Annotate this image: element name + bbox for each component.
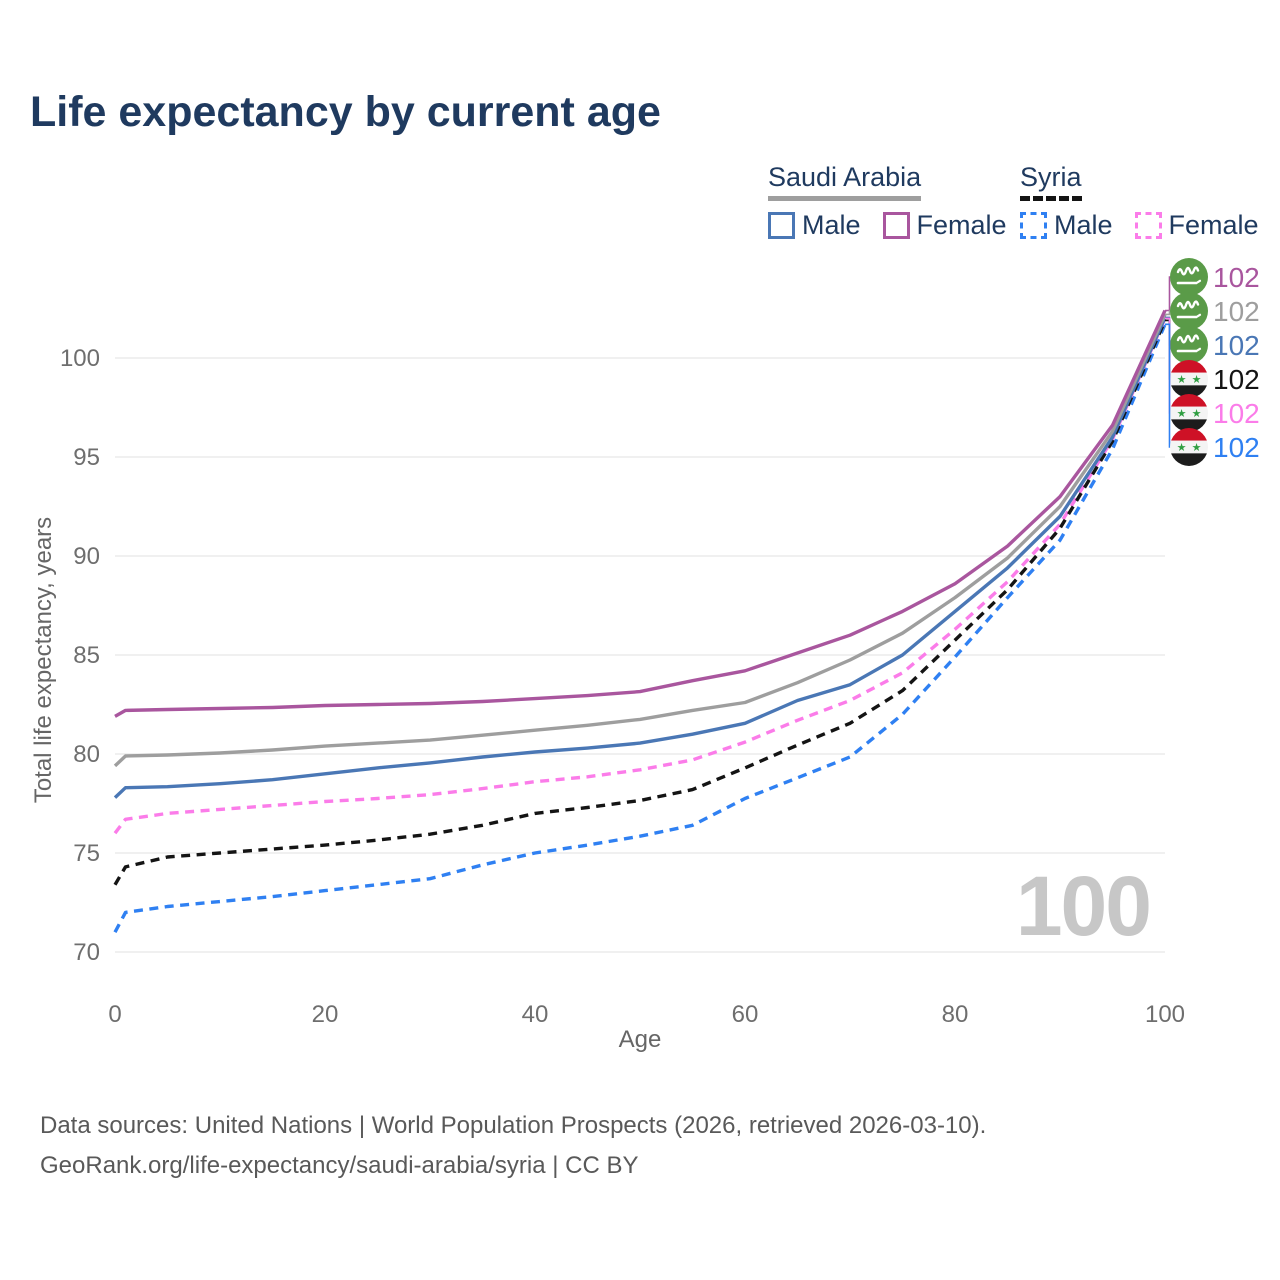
x-tick-label: 20: [312, 1001, 339, 1028]
legend-label: Male: [802, 210, 861, 240]
saudi-female-swatch-icon: [882, 212, 910, 239]
saudi-arabia-flag-icon: [1168, 324, 1210, 366]
series-line-syria-male[interactable]: [113, 323, 1167, 933]
age-counter-watermark: 100: [1015, 859, 1152, 953]
legend-item-syria-male[interactable]: Male: [1020, 210, 1113, 241]
legend-item-saudi-female[interactable]: Female: [882, 210, 1007, 241]
legend-item-syria-female[interactable]: Female: [1134, 210, 1259, 241]
end-value-label: 102: [1213, 432, 1260, 463]
series-line-saudi-arabia-female[interactable]: [114, 309, 1167, 718]
syria-female-swatch-icon: [1134, 212, 1162, 239]
y-tick-label: 100: [60, 345, 100, 372]
x-tick-label: 60: [732, 1001, 759, 1028]
x-tick-label: 0: [108, 1001, 121, 1028]
y-tick-label: 70: [73, 939, 100, 966]
legend-item-saudi-male[interactable]: Male: [768, 210, 861, 241]
page-title: Life expectancy by current age: [30, 88, 661, 136]
end-value-label: 102: [1213, 330, 1260, 361]
x-tick-label: 100: [1145, 1001, 1185, 1028]
y-tick-label: 90: [73, 543, 100, 570]
y-tick-label: 85: [73, 642, 100, 669]
syria-male-swatch-icon: [1020, 212, 1047, 239]
end-value-label: 102: [1213, 262, 1260, 293]
series-line-saudi-arabia-male[interactable]: [113, 316, 1167, 799]
footer-data-sources: Data sources: United Nations | World Pop…: [40, 1112, 987, 1139]
legend-group-syria: Syria Male Female: [1020, 162, 1259, 241]
x-axis-label: Age: [618, 1026, 662, 1053]
syria-flag-icon: [1170, 428, 1208, 466]
legend-label: Female: [916, 210, 1007, 240]
legend-row-syria: Male Female: [1020, 210, 1259, 241]
saudi-arabia-flag-icon: [1168, 290, 1210, 332]
legend-label: Female: [1168, 210, 1259, 240]
y-tick-label: 75: [73, 840, 100, 867]
legend-group-saudi-arabia: Saudi Arabia Male Female: [768, 162, 1007, 241]
syria-flag-icon: [1170, 360, 1208, 398]
series-line-saudi-arabia-both[interactable]: [113, 313, 1167, 768]
x-tick-label: 40: [522, 1001, 549, 1028]
legend-label: Male: [1054, 210, 1113, 240]
footer-attribution[interactable]: GeoRank.org/life-expectancy/saudi-arabia…: [40, 1152, 639, 1179]
series-line-syria-both[interactable]: [113, 319, 1167, 886]
footer: Data sources: United Nations | World Pop…: [40, 1106, 986, 1186]
end-value-label: 102: [1213, 364, 1260, 395]
y-tick-label: 95: [73, 444, 100, 471]
series-line-syria-female[interactable]: [113, 317, 1167, 835]
x-tick-label: 80: [942, 1001, 969, 1028]
syria-flag-icon: [1170, 394, 1208, 432]
end-value-label: 102: [1213, 398, 1260, 429]
legend-country-syria[interactable]: Syria: [1020, 162, 1082, 201]
end-value-label: 102: [1213, 296, 1260, 327]
saudi-arabia-flag-icon: [1168, 256, 1210, 298]
y-tick-label: 80: [73, 741, 100, 768]
saudi-male-swatch-icon: [768, 212, 795, 239]
legend-row-saudi-arabia: Male Female: [768, 210, 1007, 241]
legend-country-saudi-arabia[interactable]: Saudi Arabia: [768, 162, 922, 201]
